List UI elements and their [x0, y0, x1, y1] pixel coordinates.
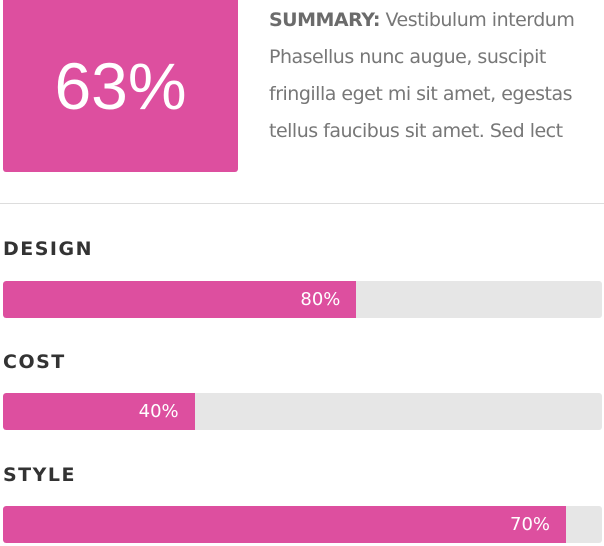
divider	[0, 203, 604, 204]
summary-text: SUMMARY: Vestibulum interdum Phasellus n…	[269, 2, 604, 150]
rating-fill: 80%	[3, 281, 357, 318]
rating-value: 70%	[510, 514, 551, 535]
rating-fill: 70%	[3, 506, 567, 543]
rating-bar-cost: 40%	[3, 393, 602, 430]
rating-label-style: STYLE	[3, 464, 76, 486]
summary-line: Vestibulum interdum	[385, 9, 575, 31]
rating-fill: 40%	[3, 393, 195, 430]
rating-label-design: DESIGN	[3, 238, 94, 260]
rating-bar-design: 80%	[3, 281, 602, 318]
summary-line: tellus faucibus sit amet. Sed lect	[269, 120, 563, 142]
overall-score-value: 63%	[54, 49, 187, 123]
rating-bar-style: 70%	[3, 506, 602, 543]
overall-score-box: 63%	[3, 0, 238, 172]
rating-label-cost: COST	[3, 351, 66, 373]
summary-heading: SUMMARY:	[269, 9, 380, 31]
summary-line: fringilla eget mi sit amet, egestas	[269, 83, 573, 105]
rating-value: 40%	[138, 401, 179, 422]
rating-value: 80%	[300, 289, 341, 310]
summary-line: Phasellus nunc augue, suscipit	[269, 46, 546, 68]
